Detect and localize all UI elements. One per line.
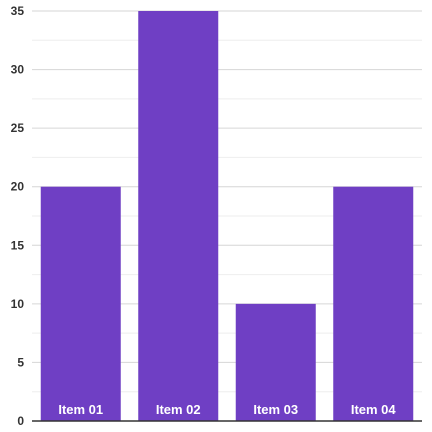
bars: [40, 11, 414, 421]
y-tick-label: 35: [11, 4, 25, 18]
bar-labels: Item 01 Item 02 Item 03 Item 04: [58, 402, 396, 417]
bar-category-label: Item 03: [253, 402, 298, 417]
y-tick-label: 5: [17, 355, 24, 369]
bar: [333, 186, 414, 421]
y-tick-label: 25: [11, 121, 25, 135]
y-tick-label: 10: [11, 297, 25, 311]
bar: [40, 186, 121, 421]
bar: [235, 303, 316, 421]
bar-category-label: Item 02: [156, 402, 201, 417]
bar-category-label: Item 04: [351, 402, 397, 417]
bar-category-label: Item 01: [58, 402, 103, 417]
y-tick-label: 20: [11, 180, 25, 194]
y-axis-tick-labels: 0 5 10 15 20 25 30 35: [11, 4, 25, 428]
y-tick-label: 30: [11, 63, 25, 77]
y-tick-label: 15: [11, 238, 25, 252]
bar: [138, 11, 219, 421]
y-tick-label: 0: [17, 414, 24, 428]
